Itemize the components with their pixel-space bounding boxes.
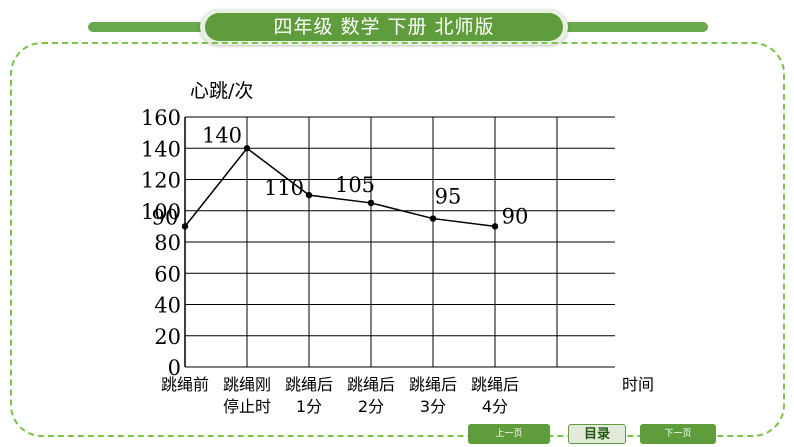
x-tick-label: 跳绳刚 [223,375,271,394]
next-page-button[interactable]: 下一页 [640,424,716,444]
prev-page-button[interactable]: 上一页 [468,424,550,444]
data-label: 90 [152,205,179,229]
content-frame [10,42,785,437]
y-axis-label: 心跳/次 [190,80,253,102]
data-label: 95 [435,185,462,209]
data-label: 90 [502,204,529,228]
x-tick-label: 2分 [358,397,384,416]
data-label: 140 [202,123,242,147]
y-tick-label: 20 [154,325,181,349]
data-point [181,223,189,230]
data-point [305,191,313,199]
data-point [429,215,437,222]
y-tick-label: 160 [141,106,181,130]
series-line [184,147,496,228]
data-point [243,145,251,152]
toc-button[interactable]: 目录 [568,424,626,444]
x-tick-label: 跳绳后 [347,375,395,394]
data-point [491,223,499,230]
x-axis-label: 时间 [622,375,654,394]
x-tick-label: 跳绳后 [471,375,519,394]
y-tick-label: 120 [141,169,181,193]
x-tick-label: 1分 [296,397,322,416]
y-tick-label: 100 [141,200,181,224]
data-label: 105 [335,173,375,197]
x-tick-label: 跳绳后 [285,375,333,394]
data-label: 110 [264,176,304,200]
y-tick-label: 0 [168,356,181,380]
x-tick-label: 跳绳前 [161,375,209,394]
x-tick-label: 跳绳后 [409,375,457,394]
page-title: 四年级 数学 下册 北师版 [205,13,563,41]
y-tick-label: 140 [141,137,181,161]
y-tick-label: 60 [154,262,181,286]
data-point [367,199,375,207]
x-tick-label: 3分 [420,397,446,416]
y-tick-label: 40 [154,294,181,318]
x-tick-label: 4分 [482,397,508,416]
x-tick-label: 停止时 [223,397,271,416]
y-tick-label: 80 [154,231,181,255]
